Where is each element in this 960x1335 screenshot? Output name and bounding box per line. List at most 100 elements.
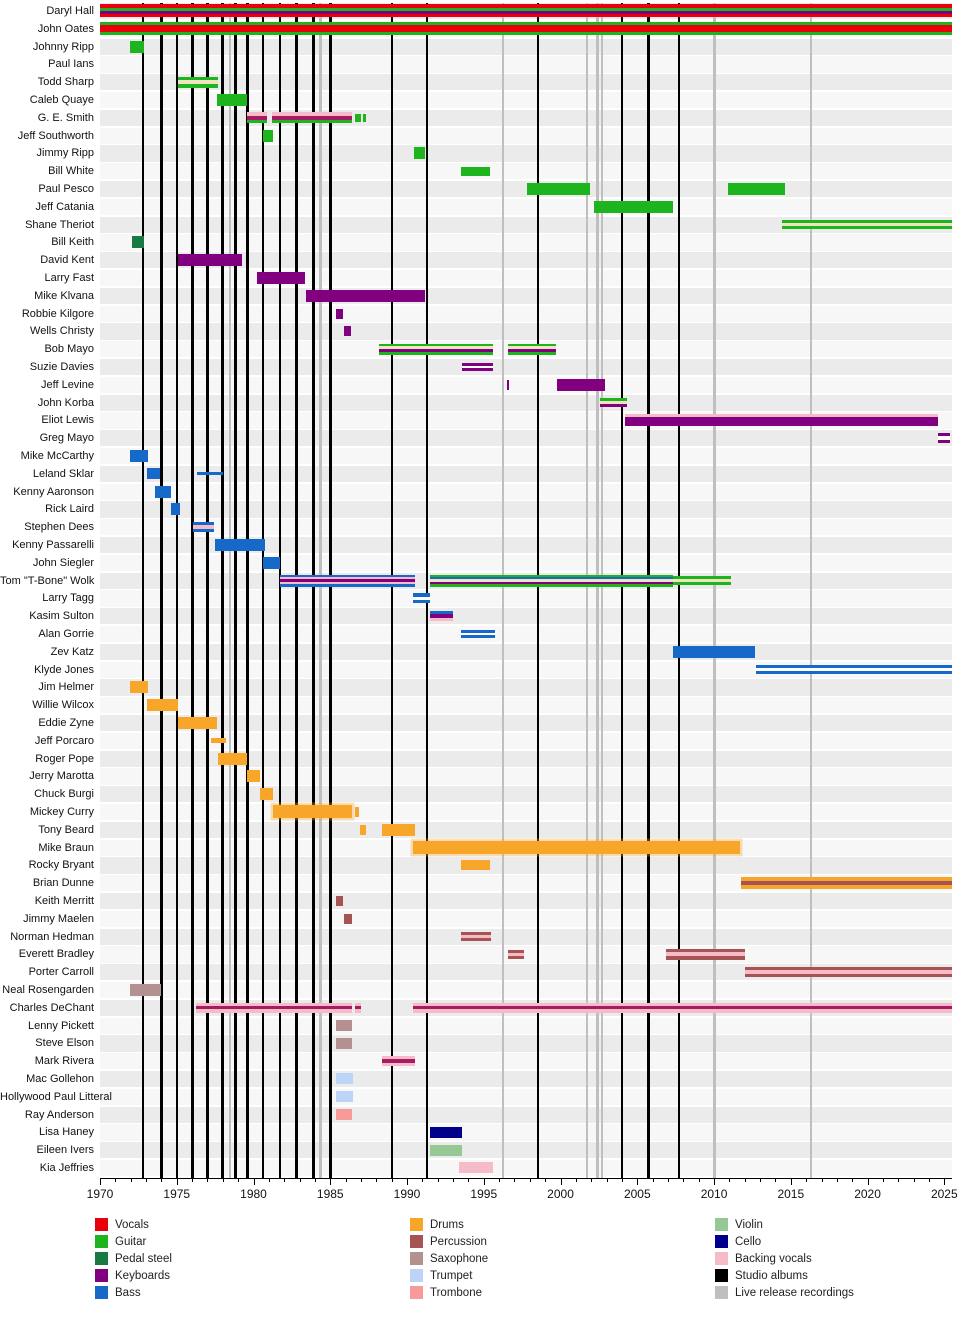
row-label: Eileen Ivers xyxy=(36,1144,94,1157)
live-release-line xyxy=(501,3,505,1178)
legend-label: Backing vocals xyxy=(735,1252,812,1265)
timeline-bar xyxy=(600,397,627,408)
row-label: Todd Sharp xyxy=(37,76,94,89)
x-axis-minor-tick xyxy=(606,1177,608,1182)
x-axis-tick-label: 2015 xyxy=(777,1186,805,1201)
row-label: Stephen Dees xyxy=(24,521,94,534)
legend-item: Bass xyxy=(95,1286,141,1299)
legend-item: Violin xyxy=(715,1218,763,1231)
live-release-line xyxy=(600,3,604,1178)
live-release-line xyxy=(228,3,232,1178)
timeline-bar xyxy=(382,1056,415,1067)
legend-item: Studio albums xyxy=(715,1269,808,1282)
legend-swatch-backing-vocals xyxy=(715,1252,728,1265)
row-label: Zev Katz xyxy=(50,645,94,658)
timeline-bar xyxy=(279,574,415,587)
row-label: G. E. Smith xyxy=(37,111,94,124)
x-axis-tick-label: 2025 xyxy=(930,1186,958,1201)
x-axis-minor-tick xyxy=(345,1177,347,1182)
x-axis-minor-tick xyxy=(836,1177,838,1182)
row-label: Alan Gorrie xyxy=(38,627,94,640)
row-label: Bill White xyxy=(48,165,94,178)
row-label: Robbie Kilgore xyxy=(21,307,94,320)
timeline-bar xyxy=(508,949,524,959)
x-axis-minor-tick xyxy=(882,1177,884,1182)
legend-item: Vocals xyxy=(95,1218,149,1231)
legend-label: Live release recordings xyxy=(735,1286,854,1299)
x-axis-minor-tick xyxy=(207,1177,209,1182)
timeline-bar xyxy=(247,770,260,783)
x-axis-minor-tick xyxy=(668,1177,669,1182)
row-label: Jeff Catania xyxy=(35,200,94,213)
row-label: John Oates xyxy=(37,22,94,35)
legend-swatch-studio-albums xyxy=(715,1269,728,1282)
legend-swatch-live-release-recordings xyxy=(715,1286,728,1299)
row-label: Mac Gollehon xyxy=(26,1072,94,1085)
timeline-bar xyxy=(192,522,214,533)
timeline-bar xyxy=(727,182,785,195)
x-axis-major-tick xyxy=(714,1177,716,1185)
legend-swatch-pedal-steel xyxy=(95,1252,108,1265)
timeline-bar xyxy=(178,76,219,88)
timeline-bar xyxy=(336,1109,352,1120)
x-axis-minor-tick xyxy=(115,1177,117,1182)
studio-album-line xyxy=(425,3,429,1178)
row-label: Keith Merritt xyxy=(34,894,94,907)
row-label: Rick Laird xyxy=(45,503,94,516)
row-label: Eliot Lewis xyxy=(41,414,94,427)
timeline-bar xyxy=(362,113,367,122)
timeline-bar xyxy=(336,1020,352,1031)
x-axis-minor-tick xyxy=(545,1177,547,1182)
x-axis-major-tick xyxy=(330,1177,332,1185)
row-label: Mark Rivera xyxy=(34,1055,94,1068)
row-label: Klyde Jones xyxy=(34,663,94,676)
legend-swatch-drums xyxy=(410,1218,423,1231)
timeline-bar xyxy=(129,681,148,694)
timeline-bar xyxy=(336,1073,354,1085)
studio-album-line xyxy=(246,3,249,1178)
x-axis-minor-tick xyxy=(898,1177,900,1182)
timeline-bar xyxy=(430,611,454,622)
x-axis-line xyxy=(100,1177,952,1179)
timeline-bar xyxy=(413,147,426,160)
x-axis-minor-tick xyxy=(422,1177,424,1182)
x-axis-minor-tick xyxy=(913,1177,915,1182)
timeline-bar xyxy=(413,1002,952,1013)
x-axis-minor-tick xyxy=(130,1177,132,1182)
x-axis-minor-tick xyxy=(698,1177,700,1182)
x-axis-minor-tick xyxy=(146,1177,148,1182)
studio-album-line xyxy=(234,3,237,1178)
legend-swatch-guitar xyxy=(95,1235,108,1248)
row-label: Porter Carroll xyxy=(28,966,94,979)
timeline-bar xyxy=(526,182,590,195)
x-axis-minor-tick xyxy=(529,1177,531,1182)
timeline-bar xyxy=(132,236,144,249)
x-axis-minor-tick xyxy=(744,1177,746,1182)
legend-swatch-bass xyxy=(95,1286,108,1299)
timeline-bar xyxy=(247,112,268,124)
x-axis-minor-tick xyxy=(222,1177,224,1182)
row-label: David Kent xyxy=(40,254,94,267)
timeline-bar xyxy=(336,1037,352,1049)
x-axis-minor-tick xyxy=(376,1177,378,1182)
row-label: Eddie Zyne xyxy=(38,716,94,729)
x-axis-major-tick xyxy=(790,1177,792,1185)
x-axis-minor-tick xyxy=(192,1177,194,1182)
row-label: John Korba xyxy=(37,396,94,409)
legend-swatch-percussion xyxy=(410,1235,423,1248)
live-release-line xyxy=(596,3,599,1178)
x-axis-major-tick xyxy=(176,1177,178,1185)
row-label: Larry Tagg xyxy=(42,592,94,605)
x-axis-tick-label: 2000 xyxy=(547,1186,574,1201)
row-label: Rocky Bryant xyxy=(28,859,94,872)
x-axis-major-tick xyxy=(253,1177,255,1185)
x-axis-minor-tick xyxy=(437,1177,439,1182)
studio-album-line xyxy=(295,3,298,1178)
x-axis-minor-tick xyxy=(499,1177,501,1182)
x-axis-major-tick xyxy=(867,1177,869,1185)
timeline-bar xyxy=(210,738,226,744)
timeline-bar xyxy=(459,1162,493,1174)
timeline-bar xyxy=(460,860,490,871)
timeline-bar xyxy=(178,716,217,729)
timeline-bar xyxy=(781,219,952,230)
